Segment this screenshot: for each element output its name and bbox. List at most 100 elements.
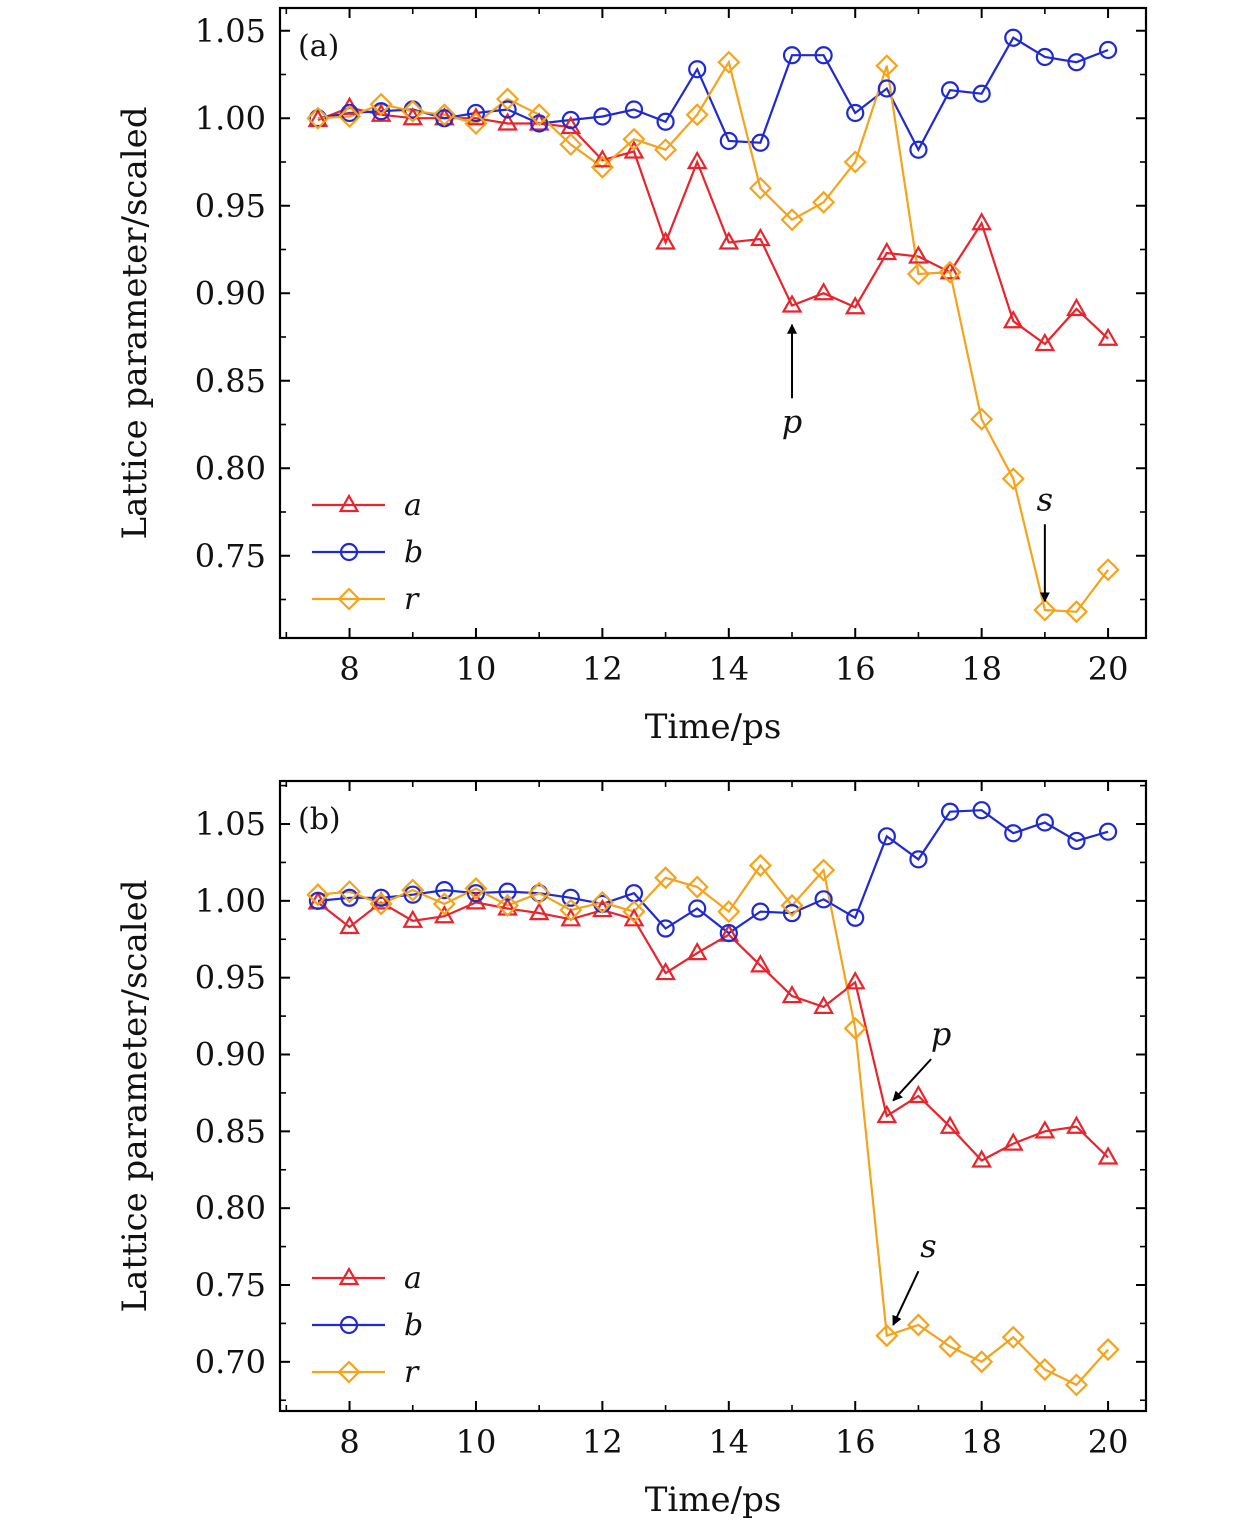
data-point-a: a: (20, 0.874)	[1097, 327, 1119, 346]
data-point-b: b: (19.5, 1.039)	[1067, 831, 1086, 851]
data-point-a: a: (13, 0.929)	[655, 231, 676, 250]
x-tick-label: 12	[582, 1423, 623, 1461]
data-point-b: b: (14, 0.987)	[719, 131, 738, 151]
data-point-r: r: (7.5, 1.004)	[306, 883, 330, 907]
data-point-b: b: (16.5, 1.042)	[877, 827, 896, 846]
data-point-r: r: (19, 0.695)	[1033, 1357, 1057, 1382]
data-point-r: r: (12.5, 0.988)	[622, 127, 646, 151]
y-tick-label: 0.90	[195, 1036, 266, 1074]
data-point-a: a: (15.5, 0.931)	[813, 995, 835, 1014]
data-point-b: b: (14, 0.979)	[719, 924, 738, 943]
data-point-b: b: (11, 0.997)	[530, 114, 549, 133]
y-tick-label: 0.95	[195, 959, 266, 997]
data-point-r: r: (8, 1.006)	[337, 880, 362, 904]
data-point-a: a: (18, 0.831)	[971, 1149, 993, 1168]
x-tick-label: 18	[961, 650, 1002, 688]
data-point-r: r: (17, 0.911)	[906, 262, 930, 286]
data-point-a: a: (13.5, 0.975)	[686, 150, 708, 170]
chart-panel-a: a: (7.5, 0.999)a: (8, 1.006)a: (8.5, 1.0…	[115, 6, 1148, 747]
data-point-r: r: (15, 0.942)	[780, 208, 804, 232]
data-point-r: r: (15, 0.997)	[780, 893, 804, 918]
series-markers-a: a: (7.5, 0.999)a: (8, 0.983)a: (8.5, 0.9…	[307, 891, 1119, 1168]
data-point-b: b: (13.5, 1.028)	[688, 60, 707, 79]
data-point-a: a: (11.5, 0.988)	[560, 908, 582, 927]
x-tick-label: 16	[835, 650, 876, 688]
legend-label-r: r	[404, 582, 420, 617]
data-point-a: a: (19, 0.871)	[1034, 332, 1056, 352]
legend-label-a: a	[404, 1261, 422, 1296]
legend-label-a: a	[404, 488, 422, 523]
x-tick-label: 10	[456, 650, 497, 688]
data-point-b: b: (19.5, 1.032)	[1067, 53, 1086, 72]
data-point-r: r: (12, 0.999)	[590, 890, 614, 914]
x-tick-label: 10	[456, 1423, 497, 1461]
y-tick-label: 1.05	[195, 12, 266, 50]
annotation-arrow-s	[892, 1270, 920, 1326]
data-point-a: a: (12.5, 0.981)	[623, 140, 645, 159]
data-point-b: b: (7.5, 1)	[308, 891, 328, 910]
data-point-r: r: (16.5, 0.717)	[875, 1324, 899, 1348]
data-point-r: r: (9, 1.004)	[401, 99, 425, 123]
data-point-a: a: (17.5, 0.853)	[939, 1115, 961, 1134]
data-point-a: a: (8, 0.983)	[339, 915, 360, 935]
y-tick-label: 1.00	[195, 882, 266, 920]
data-point-a: a: (16.5, 0.86)	[876, 1104, 898, 1124]
data-point-a: a: (14.5, 0.931)	[750, 227, 771, 247]
legend-marker-b	[339, 542, 359, 562]
data-point-b: b: (19, 1.051)	[1035, 813, 1054, 832]
x-tick-label: 20	[1088, 650, 1129, 688]
data-point-a: a: (18.5, 0.884)	[1002, 310, 1024, 329]
plot-frame	[278, 6, 1148, 640]
data-point-a: a: (17, 0.873)	[908, 1084, 929, 1104]
x-axis-label: Time/ps	[645, 707, 782, 747]
data-point-b: b: (12, 1.001)	[593, 107, 612, 126]
data-point-r: r: (11.5, 0.985)	[559, 132, 583, 157]
data-point-a: a: (9.5, 0.99)	[433, 904, 455, 924]
data-point-r: r: (18.5, 0.794)	[1001, 467, 1025, 491]
data-point-r: r: (14, 0.993)	[717, 900, 741, 924]
data-point-b: b: (9.5, 1.007)	[435, 880, 454, 900]
legend: abr	[312, 488, 423, 617]
data-point-b: b: (10.5, 1.006)	[498, 882, 517, 901]
data-point-b: b: (11.5, 0.999)	[561, 110, 580, 130]
data-point-a: a: (8.5, 0.999)	[370, 891, 392, 910]
x-tick-label: 18	[961, 1423, 1002, 1461]
data-point-r: r: (18, 0.828)	[970, 407, 994, 431]
data-point-r: r: (18.5, 0.716)	[1001, 1325, 1025, 1349]
data-point-b: b: (16, 0.989)	[846, 908, 865, 927]
annotation-label-p: p	[931, 1015, 951, 1053]
legend-marker-r	[337, 1360, 361, 1384]
series-markers-a: a: (7.5, 0.999)a: (8, 1.006)a: (8.5, 1.0…	[307, 96, 1119, 352]
data-point-b: b: (15.5, 1.036)	[814, 46, 833, 65]
data-point-r: r: (16, 0.975)	[843, 150, 867, 174]
data-point-r: r: (14.5, 1.023)	[748, 853, 772, 878]
x-tick-label: 14	[708, 650, 749, 688]
y-tick-label: 0.90	[195, 274, 266, 312]
data-point-r: r: (16, 0.917)	[843, 1016, 867, 1040]
y-tick-label: 0.95	[195, 187, 266, 225]
series-markers-b: b: (7.5, 1)b: (8, 1.003)b: (8.5, 1.004)b…	[308, 28, 1118, 159]
data-point-r: r: (10.5, 1.011)	[496, 87, 520, 111]
legend-marker-b	[339, 1315, 359, 1335]
y-tick-label: 0.75	[195, 1266, 266, 1304]
series-line-r	[317, 863, 1109, 1387]
x-tick-label: 20	[1088, 1423, 1129, 1461]
data-point-r: r: (17, 0.724)	[906, 1313, 930, 1337]
legend: abr	[312, 1261, 423, 1390]
data-point-r: r: (13, 1.015)	[654, 866, 678, 890]
data-point-b: b: (17, 0.982)	[909, 140, 928, 159]
data-point-b: b: (17.5, 1.058)	[940, 802, 960, 821]
data-point-r: r: (9.5, 1.002)	[432, 103, 456, 127]
data-point-b: b: (20, 1.045)	[1098, 822, 1118, 841]
data-point-b: b: (15, 0.992)	[782, 904, 802, 923]
data-point-r: r: (15.5, 0.952)	[812, 190, 836, 214]
data-point-r: r: (20, 0.742)	[1096, 558, 1120, 582]
series-line-r	[317, 59, 1109, 613]
legend-marker-a	[338, 1266, 360, 1286]
y-tick-label: 1.05	[195, 805, 266, 843]
data-point-b: b: (13, 0.982)	[656, 919, 675, 938]
data-point-r: r: (17.5, 0.912)	[938, 260, 962, 284]
data-point-b: b: (14.5, 0.993)	[751, 902, 770, 921]
data-point-b: b: (16.5, 1.017)	[877, 79, 896, 98]
